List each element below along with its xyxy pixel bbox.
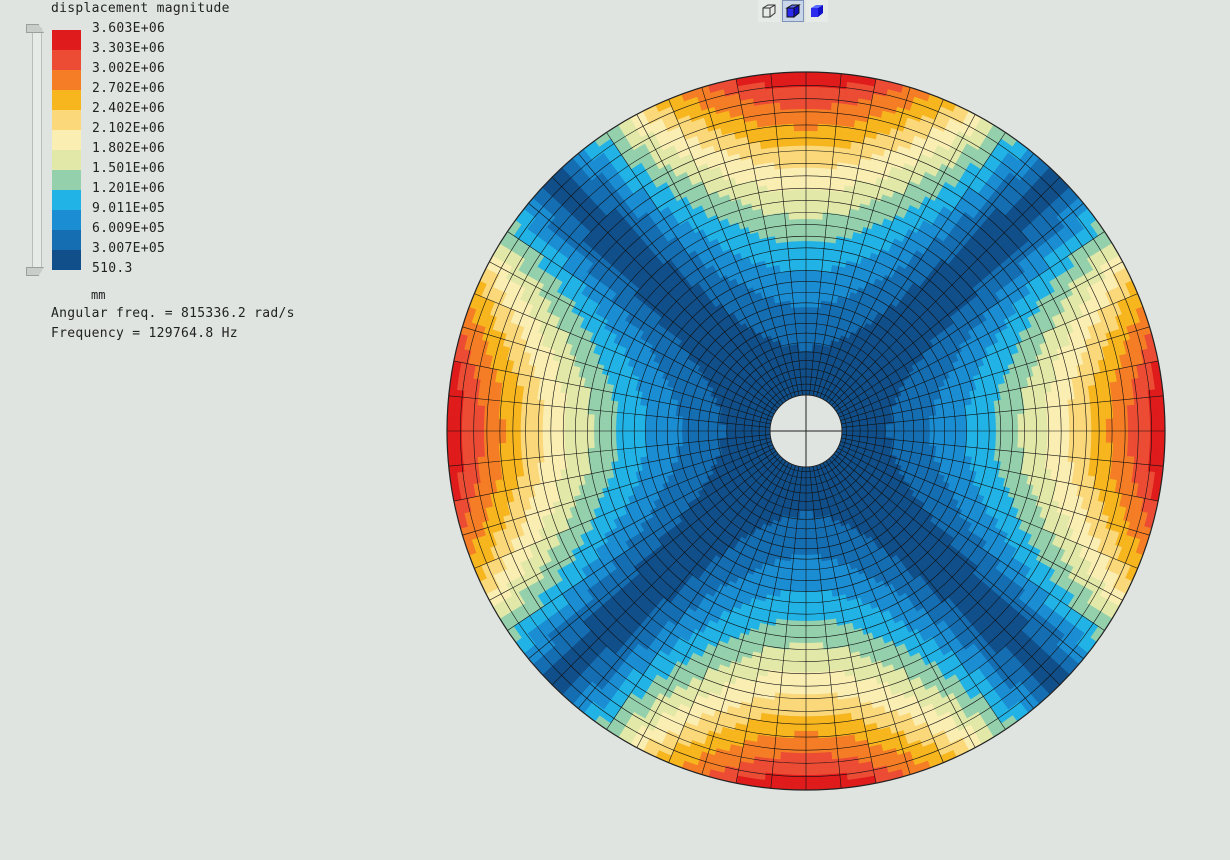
legend-level-label: 1.201E+06	[92, 181, 166, 196]
outer-edge	[446, 71, 1166, 791]
shaded-cube-icon	[811, 5, 823, 17]
wireframe-cube-icon	[762, 4, 776, 18]
mesh-lines	[447, 72, 1165, 790]
legend-level-label: 6.009E+05	[92, 221, 166, 236]
legend-swatch	[52, 210, 81, 230]
legend-swatch	[52, 190, 81, 210]
legend-title: displacement magnitude	[51, 1, 230, 16]
legend-swatch	[52, 170, 81, 190]
legend-swatch	[52, 90, 81, 110]
legend-level-label: 3.603E+06	[92, 21, 166, 36]
legend-swatch	[52, 250, 81, 270]
slider-max-handle[interactable]	[26, 24, 44, 33]
contour-bands	[447, 72, 1165, 790]
legend-swatch	[52, 110, 81, 130]
legend-level-label: 3.007E+05	[92, 241, 166, 256]
shaded-view-button[interactable]	[806, 0, 828, 22]
legend-level-label: 2.402E+06	[92, 101, 166, 116]
wireframe-view-button[interactable]	[758, 0, 780, 22]
legend-swatch	[52, 50, 81, 70]
legend-swatch	[52, 130, 81, 150]
legend-level-label: 510.3	[92, 261, 133, 276]
legend-level-label: 3.303E+06	[92, 41, 166, 56]
legend-level-label: 1.802E+06	[92, 141, 166, 156]
slider-min-handle[interactable]	[26, 267, 44, 276]
legend-swatch	[52, 230, 81, 250]
legend-level-label: 9.011E+05	[92, 201, 166, 216]
legend-swatch	[52, 70, 81, 90]
legend-range-slider[interactable]	[32, 28, 42, 271]
legend-unit: mm	[91, 288, 106, 302]
legend-level-label: 2.702E+06	[92, 81, 166, 96]
angular-frequency-readout: Angular freq. = 815336.2 rad/s	[51, 306, 295, 321]
legend-swatch	[52, 30, 81, 50]
render-mode-toolbar	[758, 0, 828, 22]
displacement-contour-plot[interactable]	[440, 65, 1172, 797]
shaded-edges-cube-icon	[785, 4, 801, 19]
legend-level-label: 2.102E+06	[92, 121, 166, 136]
legend-swatch	[52, 150, 81, 170]
legend-level-label: 3.002E+06	[92, 61, 166, 76]
legend-level-label: 1.501E+06	[92, 161, 166, 176]
shaded-edges-view-button[interactable]	[782, 0, 804, 22]
frequency-readout: Frequency = 129764.8 Hz	[51, 326, 238, 341]
